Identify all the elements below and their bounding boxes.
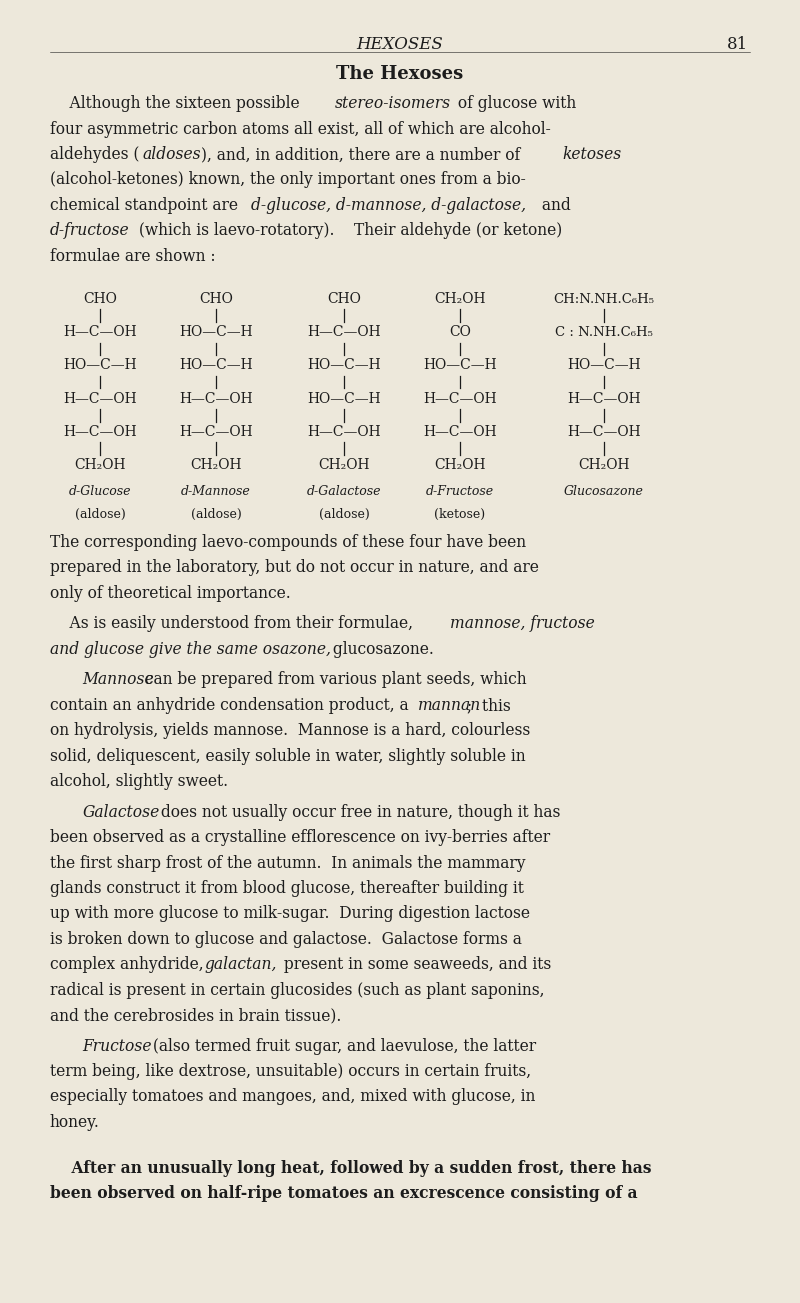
Text: (also termed fruit sugar, and laevulose, the latter: (also termed fruit sugar, and laevulose,… (148, 1037, 536, 1054)
Text: been observed on half-ripe tomatoes an excrescence consisting of a: been observed on half-ripe tomatoes an e… (50, 1186, 638, 1203)
Text: After an unusually long heat, followed by a sudden frost, there has: After an unusually long heat, followed b… (50, 1160, 651, 1177)
Text: CHO: CHO (83, 292, 117, 306)
Text: galactan,: galactan, (205, 956, 278, 973)
Text: (alcohol-ketones) known, the only important ones from a bio-: (alcohol-ketones) known, the only import… (50, 171, 526, 189)
Text: H—C—OH: H—C—OH (307, 425, 381, 439)
Text: present in some seaweeds, and its: present in some seaweeds, and its (278, 956, 550, 973)
Text: As is easily understood from their formulae,: As is easily understood from their formu… (50, 615, 418, 632)
Text: Glucosazone: Glucosazone (564, 485, 644, 498)
Text: CH₂OH: CH₂OH (578, 459, 630, 472)
Text: Fructose: Fructose (82, 1037, 152, 1054)
Text: of glucose with: of glucose with (453, 95, 576, 112)
Text: especially tomatoes and mangoes, and, mixed with glucose, in: especially tomatoes and mangoes, and, mi… (50, 1088, 535, 1105)
Text: (aldose): (aldose) (318, 508, 370, 521)
Text: on hydrolysis, yields mannose.  Mannose is a hard, colourless: on hydrolysis, yields mannose. Mannose i… (50, 722, 530, 739)
Text: prepared in the laboratory, but do not occur in nature, and are: prepared in the laboratory, but do not o… (50, 559, 538, 576)
Text: 81: 81 (726, 36, 748, 53)
Text: H—C—OH: H—C—OH (179, 392, 253, 405)
Text: d-Fructose: d-Fructose (426, 485, 494, 498)
Text: and the cerebrosides in brain tissue).: and the cerebrosides in brain tissue). (50, 1007, 341, 1024)
Text: HO—C—H: HO—C—H (567, 358, 641, 373)
Text: term being, like dextrose, unsuitable) occurs in certain fruits,: term being, like dextrose, unsuitable) o… (50, 1063, 530, 1080)
Text: mannan: mannan (418, 697, 481, 714)
Text: does not usually occur free in nature, though it has: does not usually occur free in nature, t… (156, 804, 560, 821)
Text: d-Galactose: d-Galactose (306, 485, 382, 498)
Text: stereo-isomers: stereo-isomers (335, 95, 451, 112)
Text: H—C—OH: H—C—OH (567, 392, 641, 405)
Text: radical is present in certain glucosides (such as plant saponins,: radical is present in certain glucosides… (50, 981, 544, 998)
Text: Although the sixteen possible: Although the sixteen possible (50, 95, 304, 112)
Text: H—C—OH: H—C—OH (63, 392, 137, 405)
Text: d-Mannose: d-Mannose (181, 485, 251, 498)
Text: CH₂OH: CH₂OH (434, 459, 486, 472)
Text: HO—C—H: HO—C—H (179, 358, 253, 373)
Text: aldehydes (: aldehydes ( (50, 146, 139, 163)
Text: glands construct it from blood glucose, thereafter building it: glands construct it from blood glucose, … (50, 880, 523, 896)
Text: ketoses: ketoses (562, 146, 622, 163)
Text: ), and, in addition, there are a number of: ), and, in addition, there are a number … (201, 146, 525, 163)
Text: H—C—OH: H—C—OH (423, 425, 497, 439)
Text: (which is laevo-rotatory).    Their aldehyde (or ketone): (which is laevo-rotatory). Their aldehyd… (134, 222, 562, 240)
Text: CH:N.NH.C₆H₅: CH:N.NH.C₆H₅ (554, 293, 654, 305)
Text: H—C—OH: H—C—OH (307, 326, 381, 339)
Text: The Hexoses: The Hexoses (336, 65, 464, 83)
Text: complex anhydride,: complex anhydride, (50, 956, 208, 973)
Text: CO: CO (449, 326, 471, 339)
Text: been observed as a crystalline efflorescence on ivy-berries after: been observed as a crystalline effloresc… (50, 829, 550, 846)
Text: CH₂OH: CH₂OH (74, 459, 126, 472)
Text: HEXOSES: HEXOSES (357, 36, 443, 53)
Text: solid, deliquescent, easily soluble in water, slightly soluble in: solid, deliquescent, easily soluble in w… (50, 748, 526, 765)
Text: H—C—OH: H—C—OH (63, 425, 137, 439)
Text: CH₂OH: CH₂OH (318, 459, 370, 472)
Text: d-fructose: d-fructose (50, 222, 130, 240)
Text: CHO: CHO (327, 292, 361, 306)
Text: HO—C—H: HO—C—H (63, 358, 137, 373)
Text: The corresponding laevo-compounds of these four have been: The corresponding laevo-compounds of the… (50, 534, 526, 551)
Text: d-Glucose: d-Glucose (69, 485, 131, 498)
Text: alcohol, slightly sweet.: alcohol, slightly sweet. (50, 773, 228, 790)
Text: four asymmetric carbon atoms all exist, all of which are alcohol-: four asymmetric carbon atoms all exist, … (50, 120, 550, 138)
Text: H—C—OH: H—C—OH (567, 425, 641, 439)
Text: d-glucose, d-mannose, d-galactose,: d-glucose, d-mannose, d-galactose, (251, 197, 526, 214)
Text: and: and (537, 197, 570, 214)
Text: CHO: CHO (199, 292, 233, 306)
Text: CH₂OH: CH₂OH (434, 292, 486, 306)
Text: is broken down to glucose and galactose.  Galactose forms a: is broken down to glucose and galactose.… (50, 930, 522, 947)
Text: up with more glucose to milk-sugar.  During digestion lactose: up with more glucose to milk-sugar. Duri… (50, 906, 530, 923)
Text: C : N.NH.C₆H₅: C : N.NH.C₆H₅ (555, 326, 653, 339)
Text: mannose, fructose: mannose, fructose (450, 615, 595, 632)
Text: ;  this: ; this (466, 697, 510, 714)
Text: (ketose): (ketose) (434, 508, 486, 521)
Text: can be prepared from various plant seeds, which: can be prepared from various plant seeds… (139, 671, 526, 688)
Text: only of theoretical importance.: only of theoretical importance. (50, 585, 290, 602)
Text: HO—C—H: HO—C—H (179, 326, 253, 339)
Text: chemical standpoint are: chemical standpoint are (50, 197, 242, 214)
Text: formulae are shown :: formulae are shown : (50, 248, 215, 265)
Text: (aldose): (aldose) (74, 508, 126, 521)
Text: Mannose: Mannose (82, 671, 154, 688)
Text: H—C—OH: H—C—OH (179, 425, 253, 439)
Text: H—C—OH: H—C—OH (423, 392, 497, 405)
Text: honey.: honey. (50, 1114, 99, 1131)
Text: aldoses: aldoses (142, 146, 201, 163)
Text: Galactose: Galactose (82, 804, 159, 821)
Text: the first sharp frost of the autumn.  In animals the mammary: the first sharp frost of the autumn. In … (50, 855, 525, 872)
Text: HO—C—H: HO—C—H (423, 358, 497, 373)
Text: CH₂OH: CH₂OH (190, 459, 242, 472)
Text: contain an anhydride condensation product, a: contain an anhydride condensation produc… (50, 697, 413, 714)
Text: (aldose): (aldose) (190, 508, 242, 521)
Text: glucosazone.: glucosazone. (327, 641, 434, 658)
Text: H—C—OH: H—C—OH (63, 326, 137, 339)
Text: and glucose give the same osazone,: and glucose give the same osazone, (50, 641, 330, 658)
Text: HO—C—H: HO—C—H (307, 358, 381, 373)
Text: HO—C—H: HO—C—H (307, 392, 381, 405)
